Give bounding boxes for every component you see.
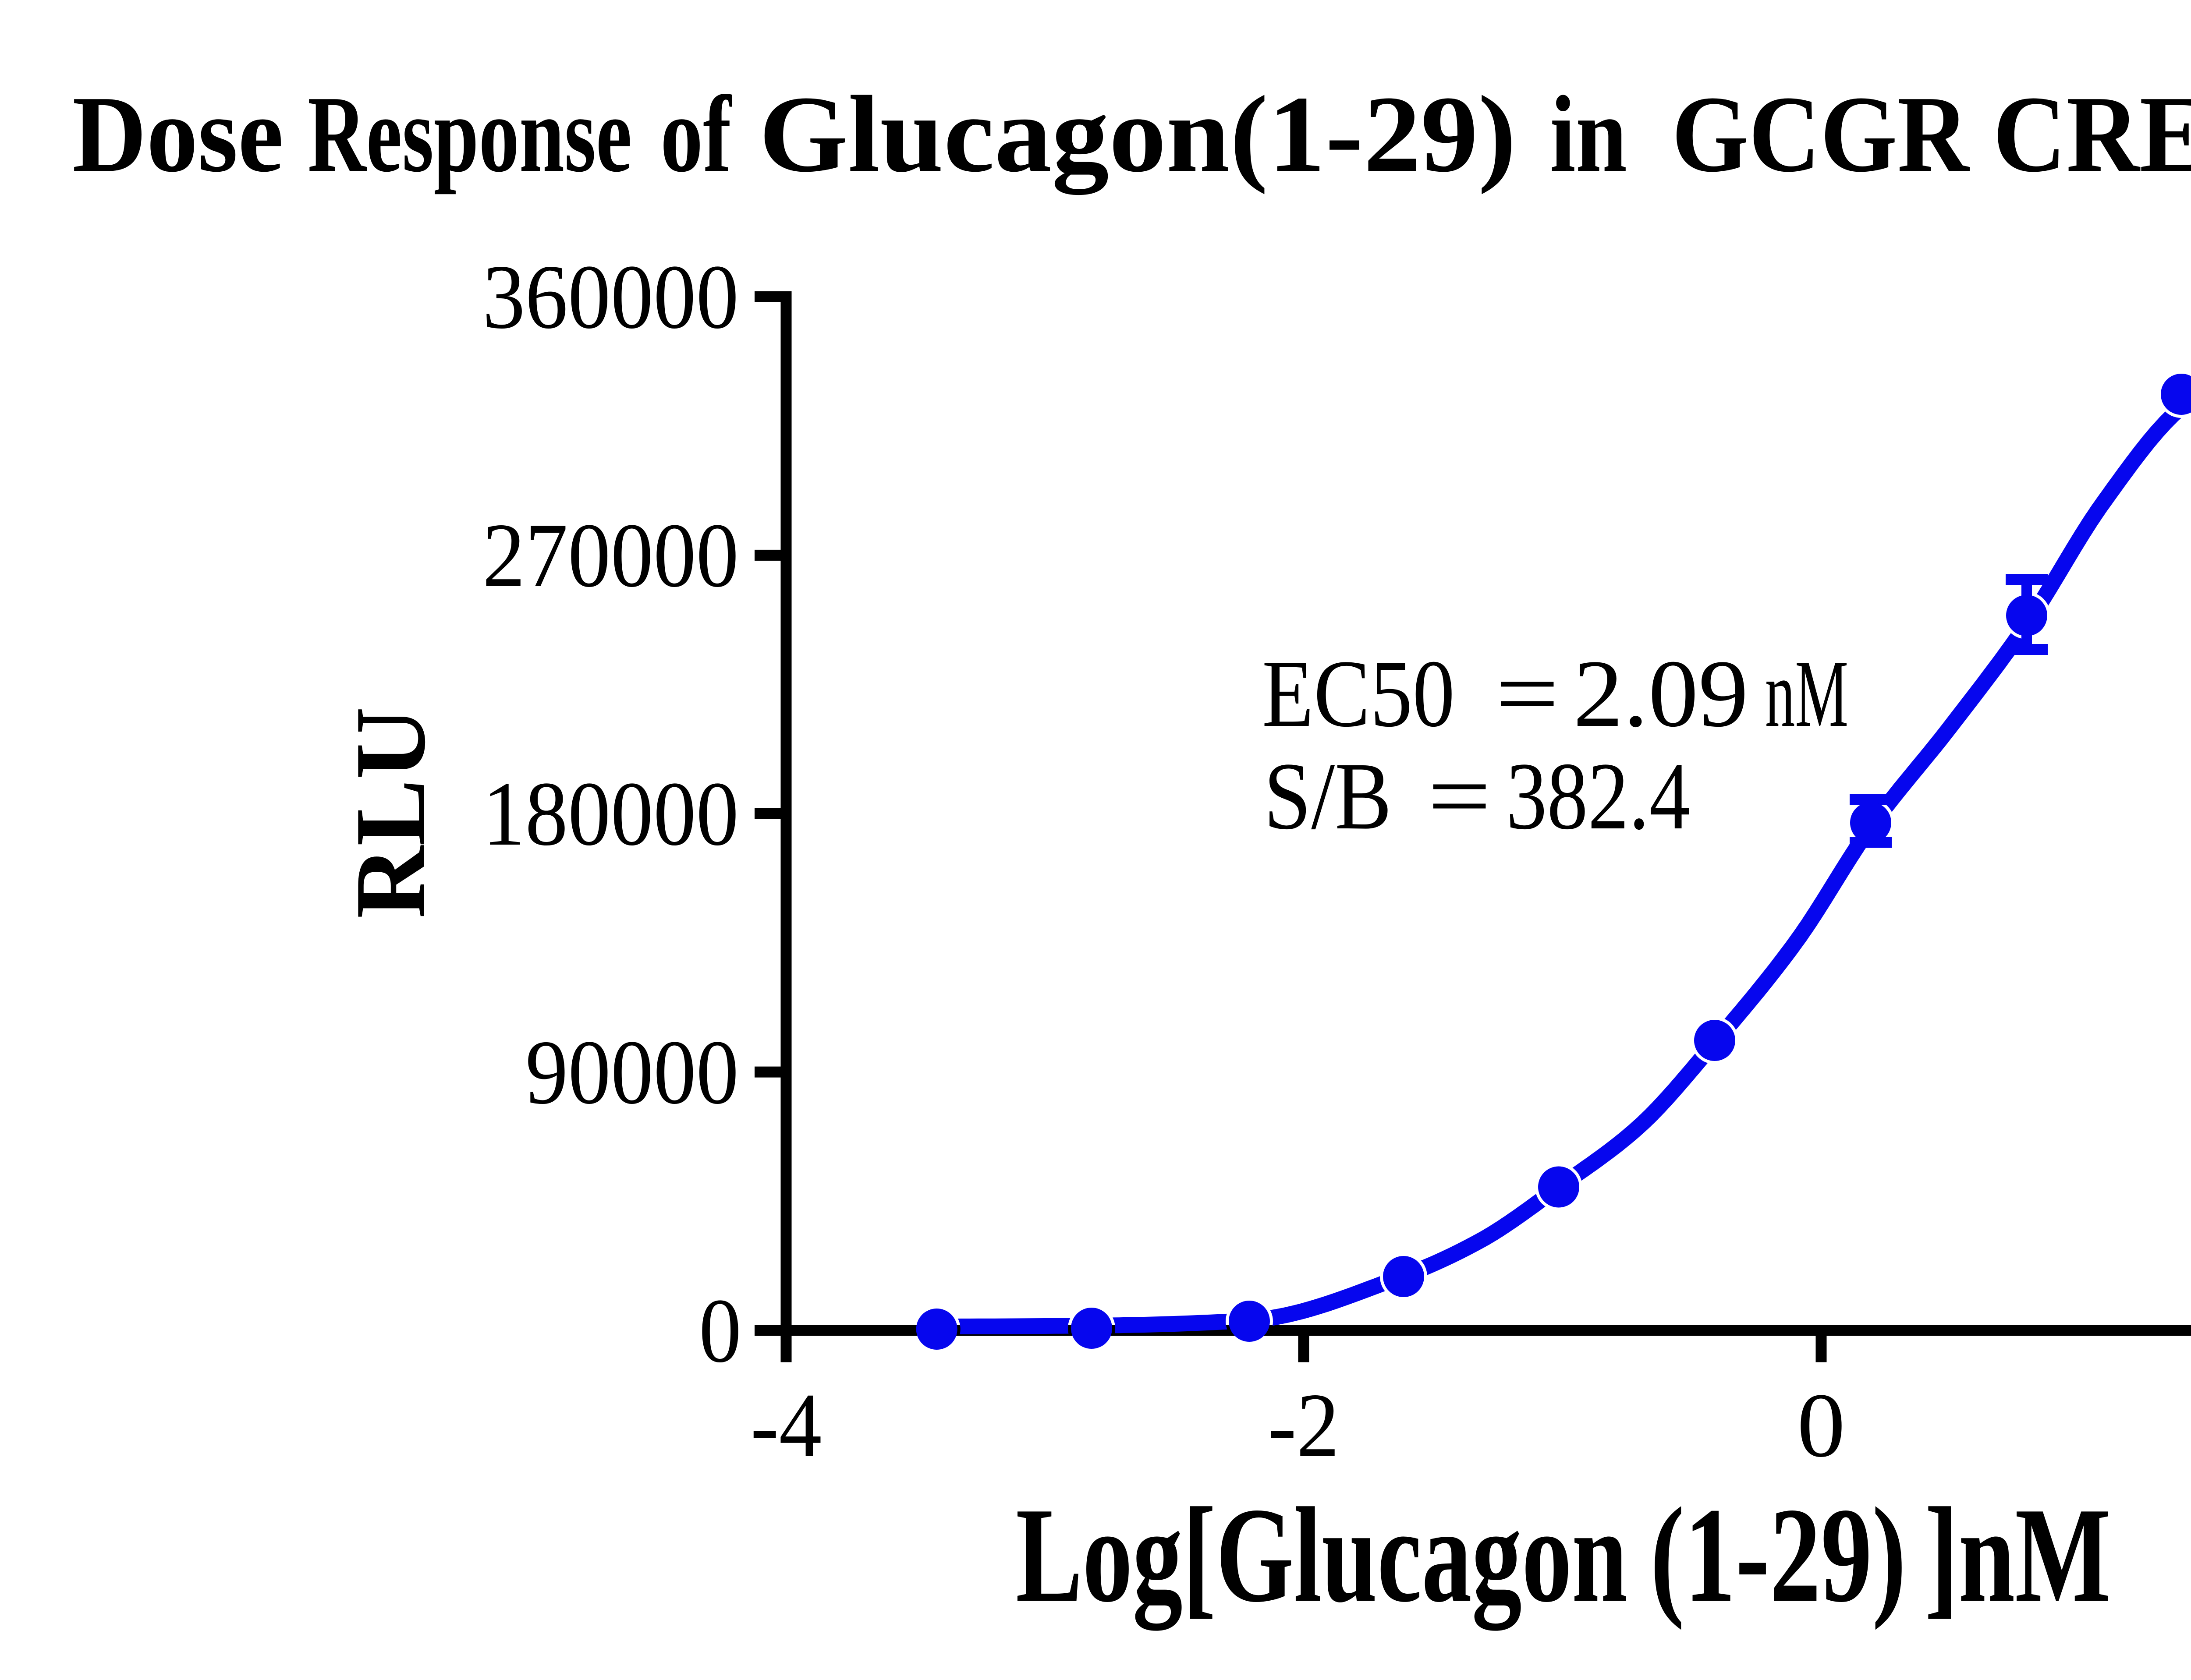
svg-text:EC50: EC50 xyxy=(1262,640,1455,747)
svg-text:382.4: 382.4 xyxy=(1506,743,1690,849)
svg-text:CRE-Luc: CRE-Luc xyxy=(1993,74,2191,195)
svg-text:=: = xyxy=(1428,743,1491,849)
svg-text:-4: -4 xyxy=(751,1375,822,1476)
svg-text:Dose: Dose xyxy=(72,74,284,195)
svg-text:360000: 360000 xyxy=(482,246,739,348)
svg-text:of: of xyxy=(660,74,732,195)
svg-text:RLU: RLU xyxy=(334,707,446,919)
svg-text:nM: nM xyxy=(1765,640,1848,747)
svg-text:Response: Response xyxy=(308,74,632,195)
svg-text:180000: 180000 xyxy=(482,763,739,865)
svg-text:]nM: ]nM xyxy=(1925,1480,2111,1630)
svg-text:-2: -2 xyxy=(1268,1375,1340,1476)
svg-text:S/B: S/B xyxy=(1264,743,1392,849)
svg-text:0: 0 xyxy=(699,1280,741,1382)
svg-text:Log[Glucagon: Log[Glucagon xyxy=(1016,1480,1627,1633)
svg-text:in: in xyxy=(1550,74,1627,195)
svg-text:270000: 270000 xyxy=(482,505,739,606)
svg-text:0: 0 xyxy=(1797,1375,1845,1476)
svg-text:2.09: 2.09 xyxy=(1573,640,1748,747)
svg-text:GCGR: GCGR xyxy=(1672,74,1970,195)
svg-text:(1-29): (1-29) xyxy=(1650,1480,1906,1630)
svg-text:Glucagon(1-29): Glucagon(1-29) xyxy=(759,74,1516,195)
svg-text:90000: 90000 xyxy=(525,1022,739,1123)
svg-text:=: = xyxy=(1496,640,1559,747)
